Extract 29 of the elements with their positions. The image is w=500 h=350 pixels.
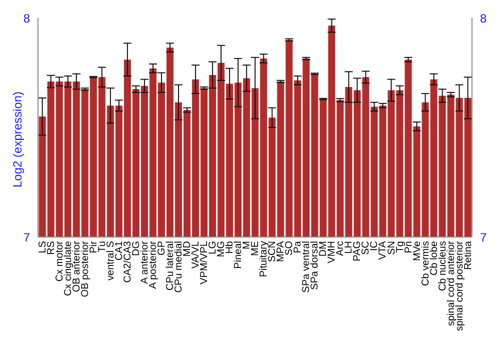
x-tick-label: Cx cingulate xyxy=(62,240,74,296)
x-tick-label: Pituitary xyxy=(258,241,270,278)
x-tick-label: Pn xyxy=(403,241,414,254)
x-tick-label: RS xyxy=(46,240,57,255)
x-tick-label: GP xyxy=(156,240,168,256)
x-tick-label: OB posterior xyxy=(80,240,91,298)
x-tick-label: Cb nucleus xyxy=(437,241,448,292)
x-tick-label: A anterior xyxy=(139,240,150,284)
x-tick-label: LS xyxy=(37,240,48,254)
x-tick-label: ME xyxy=(250,240,262,256)
x-tick-label: Cb lobe xyxy=(428,240,440,276)
x-tick-label: CA1 xyxy=(114,240,125,260)
x-tick-label: Tu xyxy=(96,241,108,252)
y-axis-title: Log2 (expression) xyxy=(10,91,24,188)
y2-tick-label: 7 xyxy=(480,230,487,244)
x-tick-label: A posterior xyxy=(148,240,159,289)
x-tick-label: ventral S xyxy=(105,240,116,280)
x-tick-label: Pir xyxy=(88,240,100,254)
x-tick-label: Retina xyxy=(462,240,474,270)
y2-tick-label: 8 xyxy=(480,11,487,26)
x-tick-label: spinal cord anterior xyxy=(446,240,457,326)
x-tick-label: VTA xyxy=(378,240,389,260)
x-tick-label: OB anterior xyxy=(71,240,82,292)
x-tick-label: Tg xyxy=(394,241,406,253)
x-tick-label: CA2/CA3 xyxy=(122,240,134,283)
x-tick-label: spinal cord posterior xyxy=(454,240,466,332)
x-tick-label: MVe xyxy=(412,240,423,262)
x-tick-label: DG xyxy=(130,240,142,256)
x-tick-label: SN xyxy=(386,241,398,255)
